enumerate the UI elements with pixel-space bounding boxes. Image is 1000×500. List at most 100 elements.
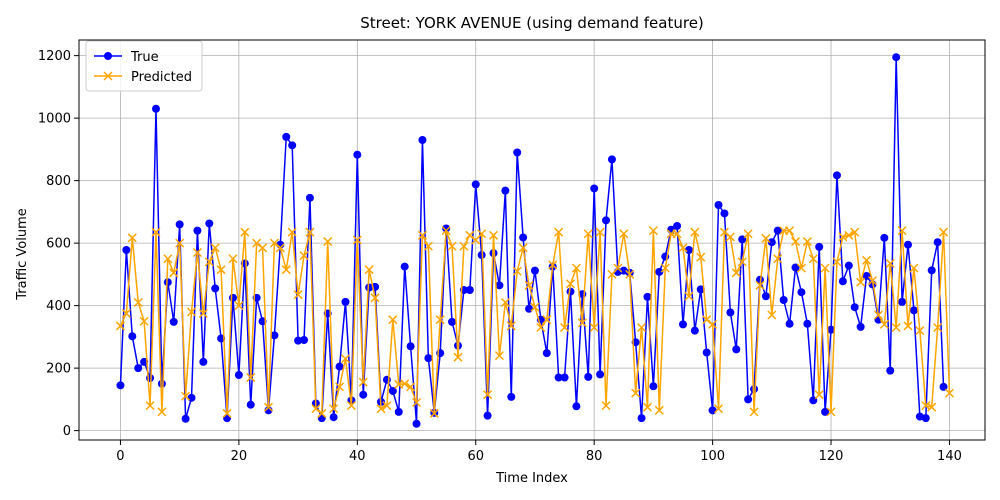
y-tick-label: 800 xyxy=(46,174,71,189)
data-point-predicted xyxy=(743,229,753,239)
grid xyxy=(79,40,985,440)
data-point-true xyxy=(767,238,776,247)
data-point-predicted xyxy=(785,226,795,236)
data-point-predicted xyxy=(548,260,558,270)
data-point-predicted xyxy=(287,227,297,237)
data-point-true xyxy=(921,414,930,423)
data-point-true xyxy=(844,261,853,270)
data-point-predicted xyxy=(773,254,783,264)
data-point-predicted xyxy=(939,227,949,237)
data-point-predicted xyxy=(642,402,653,412)
data-point-predicted xyxy=(234,301,244,311)
data-point-predicted xyxy=(311,404,321,414)
data-point-predicted xyxy=(518,243,528,253)
data-point-predicted xyxy=(222,408,232,418)
data-point-predicted xyxy=(731,268,741,278)
data-point-predicted xyxy=(826,407,836,417)
data-point-true xyxy=(513,148,522,157)
data-point-true xyxy=(128,332,137,341)
data-point-true xyxy=(714,201,723,209)
data-point-predicted xyxy=(192,247,202,258)
data-point-predicted xyxy=(536,322,546,333)
data-point-predicted xyxy=(625,269,635,279)
series-line-true xyxy=(119,56,945,425)
data-point-true xyxy=(815,242,824,251)
data-point-predicted xyxy=(358,377,368,387)
data-point-predicted xyxy=(388,315,398,325)
data-point-predicted xyxy=(500,297,510,308)
data-point-true xyxy=(382,375,391,384)
data-point-true xyxy=(341,297,350,306)
data-point-true xyxy=(803,319,812,328)
data-point-true xyxy=(542,349,551,358)
data-point-true xyxy=(702,348,711,357)
data-point-predicted xyxy=(423,241,433,251)
data-point-predicted xyxy=(595,227,605,237)
data-point-true xyxy=(305,193,314,202)
data-point-true xyxy=(199,357,208,366)
data-point-predicted xyxy=(175,238,185,248)
y-tick-label: 0 xyxy=(63,424,71,439)
legend-marker-true xyxy=(104,52,112,60)
data-point-predicted xyxy=(263,402,274,412)
data-point-true xyxy=(655,267,664,276)
data-point-predicted xyxy=(335,382,345,392)
data-point-true xyxy=(643,292,652,301)
data-point-true xyxy=(649,382,658,391)
data-point-predicted xyxy=(281,265,291,275)
data-point-true xyxy=(246,400,255,409)
data-point-predicted xyxy=(441,226,451,236)
data-point-predicted xyxy=(210,243,220,253)
data-point-predicted xyxy=(317,408,327,418)
data-point-predicted xyxy=(530,302,540,312)
y-tick-label: 1000 xyxy=(38,112,71,127)
x-axis-ticks: 0 20 40 60 80 100 120 140 xyxy=(116,440,962,464)
x-tick-label: 100 xyxy=(700,449,725,464)
data-point-true xyxy=(448,317,457,326)
data-point-predicted xyxy=(613,263,623,273)
data-point-true xyxy=(554,373,563,382)
data-point-predicted xyxy=(862,255,872,265)
data-point-true xyxy=(708,406,717,415)
data-point-predicted xyxy=(181,391,191,401)
data-point-true xyxy=(761,292,770,301)
data-point-predicted xyxy=(382,401,392,411)
data-point-true xyxy=(726,308,735,317)
data-point-true xyxy=(673,221,682,230)
data-point-predicted xyxy=(737,257,747,267)
data-point-true xyxy=(856,322,865,331)
data-point-predicted xyxy=(246,372,256,383)
data-point-predicted xyxy=(749,407,759,417)
data-point-predicted xyxy=(601,401,611,411)
data-point-true xyxy=(832,171,841,180)
data-point-true xyxy=(388,386,397,395)
data-point-true xyxy=(779,296,788,304)
data-point-true xyxy=(909,306,918,315)
legend: True Predicted xyxy=(85,40,203,92)
data-point-predicted xyxy=(767,310,777,320)
y-tick-label: 600 xyxy=(46,237,71,252)
data-point-true xyxy=(193,226,202,235)
data-point-true xyxy=(477,251,486,259)
data-point-predicted xyxy=(346,401,356,411)
data-point-true xyxy=(519,233,528,242)
data-point-true xyxy=(732,345,741,354)
data-point-true xyxy=(850,303,859,312)
data-point-true xyxy=(590,184,599,193)
data-point-true xyxy=(720,209,729,218)
data-point-predicted xyxy=(169,268,179,278)
data-point-predicted xyxy=(672,229,682,239)
data-point-predicted xyxy=(571,263,581,273)
data-point-predicted xyxy=(406,382,416,392)
legend-label-predicted: Predicted xyxy=(131,70,192,85)
data-point-predicted xyxy=(305,227,315,237)
data-point-predicted xyxy=(702,315,712,325)
data-point-predicted xyxy=(252,238,262,248)
data-point-predicted xyxy=(690,227,700,237)
data-point-true xyxy=(412,419,421,428)
data-point-predicted xyxy=(465,230,475,240)
data-point-true xyxy=(637,414,646,423)
data-point-true xyxy=(572,402,581,411)
data-point-predicted xyxy=(494,351,504,361)
data-point-true xyxy=(205,219,214,228)
